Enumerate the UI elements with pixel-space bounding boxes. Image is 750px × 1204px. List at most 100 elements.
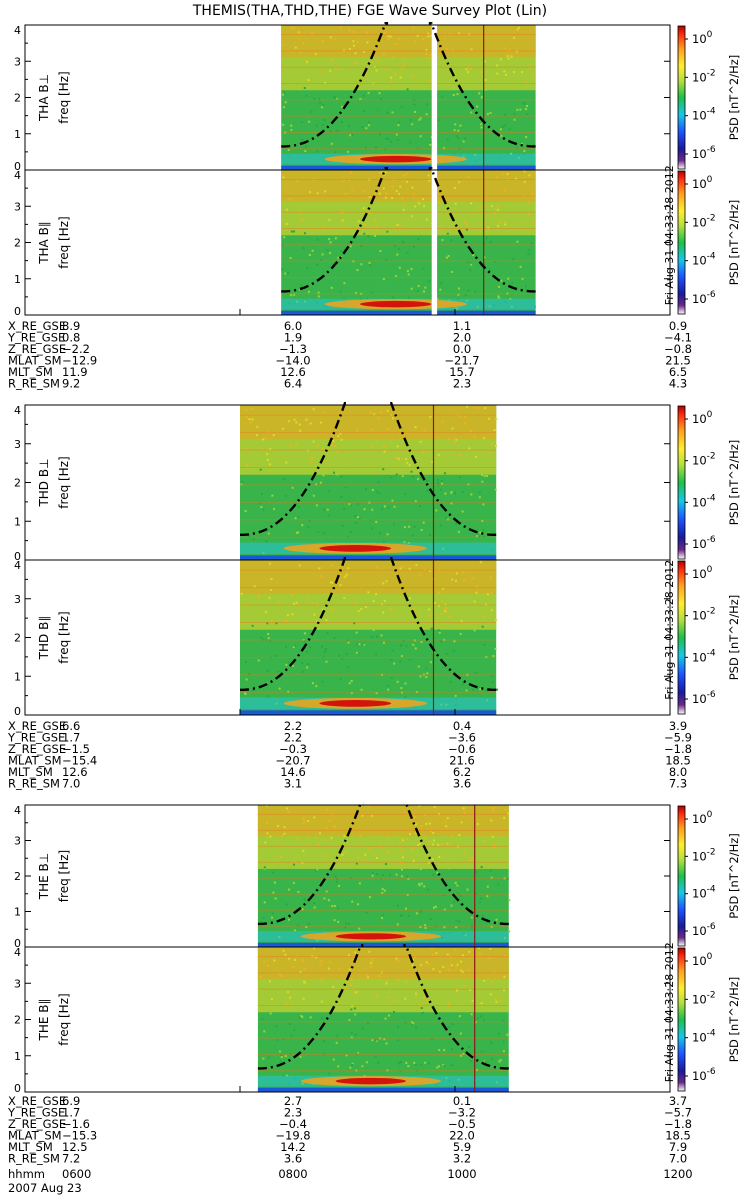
colorbar-tick-label: 10-6 — [692, 922, 716, 938]
harmonic-stripe — [257, 1053, 509, 1055]
date-label: 2007 Aug 23 — [8, 1181, 82, 1195]
harmonic-stripe — [281, 195, 536, 197]
ephemeris-value: 8.0 — [669, 765, 687, 779]
spectrum-noise — [281, 26, 535, 162]
plot-timestamp: Fri Aug 31 04:33:28 2012 — [663, 560, 676, 700]
colorbar-tick-label: 10-4 — [692, 648, 716, 664]
ephemeris-value: −4.1 — [664, 331, 692, 345]
panel-component-label: THE B∥ — [37, 999, 51, 1042]
ephemeris-value: 7.0 — [62, 777, 80, 791]
y-tick-label: 1 — [14, 670, 21, 683]
panel-y-axis-label: freq [Hz] — [57, 850, 71, 902]
cyclotron-curve — [281, 167, 389, 293]
spectrum-noise — [260, 805, 511, 942]
harmonic-stripe — [281, 131, 536, 133]
plot-timestamp: Fri Aug 31 04:33:28 2012 — [663, 165, 676, 305]
spectrum-fill — [240, 560, 497, 715]
harmonic-stripe — [281, 83, 536, 84]
ephemeris-value: 22.0 — [449, 1129, 475, 1143]
spectrogram-panel-tha-bpar: 0 1 2 3 4 THA B∥ freq [Hz] 100 10-2 10-4 10-6 PSD [… — [14, 165, 741, 318]
harmonic-stripe — [257, 1005, 509, 1006]
ephemeris-value: −1.3 — [279, 342, 307, 356]
colorbar-tick-label: 10-6 — [692, 1067, 716, 1083]
ephemeris-value: 6.9 — [62, 1094, 80, 1108]
ephemeris-label: Z_RE_GSE — [8, 742, 66, 756]
harmonic-stripe — [240, 691, 497, 693]
ephemeris-value: −1.8 — [664, 742, 692, 756]
ephemeris-value: 0.0 — [453, 342, 471, 356]
ephemeris-value: 21.6 — [449, 754, 475, 768]
harmonic-stripe — [281, 34, 536, 36]
ephemeris-value: 15.7 — [449, 365, 475, 379]
ephemeris-value: 3.6 — [453, 777, 471, 791]
colorbar: 100 10-2 10-4 10-6 PSD [nT^2/Hz] — [677, 805, 741, 947]
cyclotron-curve — [388, 401, 497, 536]
spectrogram-panel-thd-bperp: 0 1 2 3 4 THD B⊥ freq [Hz] 100 10-2 10-4 10-6 PSD [… — [14, 401, 741, 563]
colorbar: 100 10-2 10-4 10-6 PSD [nT^2/Hz] Fri Aug 31 0… — [663, 942, 741, 1092]
harmonic-stripe — [281, 293, 536, 295]
ephemeris-value: −0.4 — [279, 1117, 307, 1131]
time-axis: hhmm 0600 0800 1000 1200 2007 Aug 23 — [8, 1167, 693, 1195]
harmonic-stripe — [281, 276, 536, 278]
colorbar-tick-label: 10-6 — [692, 290, 716, 306]
colorbar-tick-label: 10-2 — [692, 213, 716, 229]
spectrum-fill — [281, 25, 536, 170]
y-tick-label: 4 — [14, 559, 21, 572]
ephemeris-value: 6.2 — [453, 765, 471, 779]
y-tick-label: 3 — [14, 593, 21, 606]
ephemeris-value: 7.0 — [669, 1152, 687, 1166]
harmonic-stripe — [257, 845, 509, 847]
harmonic-stripe — [240, 432, 497, 434]
harmonic-stripe — [281, 211, 536, 213]
harmonic-stripe — [257, 988, 509, 990]
ephemeris-value: −3.2 — [448, 1106, 476, 1120]
panel-y-axis-label: freq [Hz] — [57, 456, 71, 508]
time-axis-label: hhmm — [8, 1167, 45, 1181]
spectrum-fill — [281, 170, 536, 315]
ephemeris-value: 2.2 — [284, 719, 302, 733]
y-tick-label: 4 — [14, 404, 21, 417]
y-tick-label: 2 — [14, 237, 21, 250]
harmonic-stripe — [240, 674, 497, 676]
noise-floor — [240, 555, 497, 560]
harmonic-stripe — [257, 829, 509, 831]
ephemeris-value: 1.7 — [62, 1106, 80, 1120]
harmonic-stripe — [257, 1021, 509, 1023]
cyclotron-curve — [403, 944, 509, 1070]
ephemeris-value: 12.6 — [280, 365, 306, 379]
ephemeris-value: 7.9 — [669, 1140, 687, 1154]
ephemeris-value: 2.2 — [284, 731, 302, 745]
colorbar-label: PSD [nT^2/Hz] — [727, 200, 741, 286]
y-tick-label: 3 — [14, 55, 21, 68]
ephemeris-value: 4.3 — [669, 377, 687, 391]
peak-band — [360, 300, 432, 308]
colorbar-label: PSD [nT^2/Hz] — [727, 977, 741, 1063]
noise-floor — [257, 1087, 509, 1092]
harmonic-stripe — [240, 414, 497, 416]
ephemeris-value: 1.1 — [453, 319, 471, 333]
ephemeris-label: X_RE_GSE — [8, 719, 66, 733]
panel-component-label: THD B∥ — [37, 616, 51, 661]
cyclotron-curve — [240, 401, 348, 536]
colorbar-tick-label: 10-2 — [692, 452, 716, 468]
ephemeris-value: −15.4 — [62, 754, 97, 768]
ephemeris-value: −0.3 — [279, 742, 307, 756]
harmonic-stripe — [240, 569, 497, 571]
cyclotron-curve — [281, 22, 389, 148]
ephemeris-value: 1.9 — [284, 331, 302, 345]
y-tick-label: 2 — [14, 632, 21, 645]
cyclotron-curve — [257, 802, 364, 926]
ephemeris-value: −5.9 — [664, 731, 692, 745]
data-gap — [431, 170, 438, 315]
colorbar-tick-label: 100 — [692, 175, 713, 191]
ephemeris-value: −14.0 — [275, 354, 310, 368]
ephemeris-value: 6.4 — [284, 377, 302, 391]
colorbar-tick-label: 10-2 — [692, 607, 716, 623]
colorbar: 100 10-2 10-4 10-6 PSD [nT^2/Hz] — [677, 25, 741, 170]
harmonic-stripe — [281, 66, 536, 68]
ephemeris-value: −2.2 — [62, 342, 90, 356]
y-tick-label: 2 — [14, 1014, 21, 1027]
harmonic-stripe — [257, 909, 509, 911]
